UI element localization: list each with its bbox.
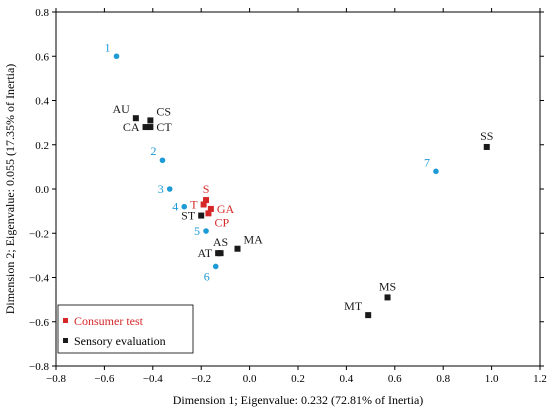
- point-marker-ga: [207, 205, 214, 212]
- point-label-ma: MA: [244, 233, 264, 247]
- point-label-as: AS: [213, 235, 228, 249]
- x-axis-ticks: −0.8 −0.6 −0.4 −0.2 0.0 0.2 0.4 0.6 0.8 1.0 1.2: [46, 8, 547, 385]
- point-marker-6: [212, 263, 219, 270]
- point-marker-ma: [234, 245, 241, 252]
- x-tick-label: 0.8: [436, 373, 450, 385]
- point-marker-ss: [483, 143, 490, 150]
- point-marker-ca: [142, 124, 149, 131]
- legend: Consumer test Sensory evaluation: [57, 304, 194, 354]
- x-tick-label: 0.2: [291, 373, 305, 385]
- point-marker-s: [203, 197, 210, 204]
- x-tick-label: 0.6: [388, 373, 402, 385]
- y-tick-label: −0.2: [29, 228, 49, 240]
- y-tick-label: 0.6: [35, 51, 49, 63]
- x-axis-title: Dimension 1; Eigenvalue: 0.232 (72.81% o…: [173, 393, 424, 407]
- point-marker-ms: [384, 294, 391, 301]
- point-label-t: T: [190, 197, 198, 211]
- point-label-st: ST: [181, 209, 196, 223]
- point-label-cs: CS: [156, 104, 171, 118]
- x-tick-label: 0.0: [243, 373, 257, 385]
- point-marker-cs: [147, 117, 154, 124]
- y-tick-label: −0.6: [29, 317, 49, 329]
- point-marker-2: [159, 157, 166, 164]
- point-label-ca: CA: [123, 120, 140, 134]
- point-marker-ct: [147, 124, 154, 131]
- point-label-4: 4: [172, 200, 178, 214]
- legend-marker-sensory-evaluation: [63, 338, 68, 343]
- legend-box: [57, 304, 194, 354]
- point-label-ct: CT: [156, 120, 172, 134]
- point-marker-st: [198, 212, 205, 219]
- y-tick-label: 0.0: [35, 184, 49, 196]
- point-label-ga: GA: [217, 202, 235, 216]
- y-tick-label: −0.4: [29, 273, 49, 285]
- point-marker-1: [113, 53, 120, 60]
- point-label-5: 5: [194, 224, 200, 238]
- point-label-6: 6: [204, 269, 210, 283]
- x-tick-label: 1.0: [485, 373, 499, 385]
- x-tick-label: −0.6: [94, 373, 114, 385]
- point-label-s: S: [203, 182, 210, 196]
- point-label-ss: SS: [480, 129, 493, 143]
- point-label-at: AT: [197, 246, 212, 260]
- point-marker-mt: [365, 312, 372, 319]
- point-marker-4: [181, 203, 188, 210]
- x-tick-label: −0.4: [143, 373, 163, 385]
- x-tick-label: 1.2: [533, 373, 547, 385]
- y-axis-ticks: 0.8 0.6 0.4 0.2 0.0 −0.2 −0.4 −0.6 −0.8: [29, 7, 544, 373]
- x-tick-label: −0.2: [191, 373, 211, 385]
- point-marker-au: [132, 115, 139, 122]
- x-tick-label: −0.8: [46, 373, 66, 385]
- y-tick-label: 0.4: [35, 96, 49, 108]
- y-tick-label: 0.2: [35, 140, 49, 152]
- point-marker-t: [200, 201, 207, 208]
- y-tick-label: 0.8: [35, 7, 49, 19]
- legend-label-sensory-evaluation: Sensory evaluation: [74, 334, 166, 348]
- point-label-mt: MT: [344, 299, 363, 313]
- point-label-7: 7: [424, 155, 430, 169]
- legend-label-consumer-test: Consumer test: [74, 314, 144, 328]
- point-label-2: 2: [150, 144, 156, 158]
- point-label-3: 3: [158, 182, 164, 196]
- point-label-au: AU: [113, 102, 131, 116]
- point-label-1: 1: [105, 40, 111, 54]
- y-tick-label: −0.8: [29, 361, 49, 373]
- point-label-ms: MS: [379, 279, 396, 293]
- point-marker-at: [215, 250, 222, 257]
- point-label-cp: CP: [214, 215, 229, 229]
- point-marker-7: [433, 168, 439, 175]
- y-axis-title: Dimension 2; Eigenvalue: 0.055 (17.35% o…: [3, 64, 17, 315]
- point-marker-cp: [205, 210, 212, 217]
- point-marker-3: [166, 186, 173, 192]
- legend-marker-consumer-test: [63, 318, 68, 323]
- x-tick-label: 0.4: [340, 373, 354, 385]
- point-marker-5: [203, 228, 209, 234]
